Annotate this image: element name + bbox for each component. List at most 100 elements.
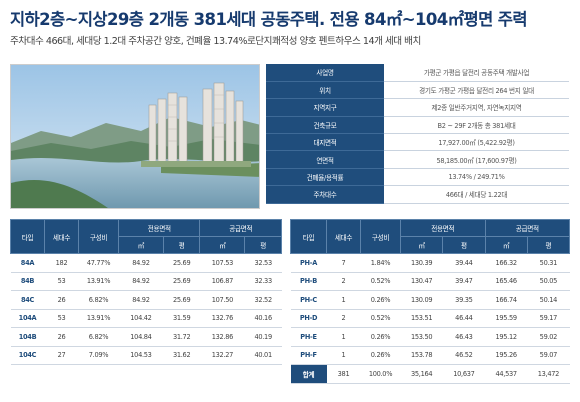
ratio-cell: 0.26% (360, 346, 401, 365)
type-cell: PH-B (290, 272, 327, 291)
header-pyeong: 평 (442, 236, 486, 254)
ratio-cell: 13.91% (78, 309, 119, 328)
info-key: 위치 (266, 81, 384, 100)
supply-m2-cell: 106.87 (199, 272, 245, 291)
header-pyeong: 평 (162, 236, 201, 254)
units-cell: 7 (326, 253, 361, 273)
type-cell: PH-F (290, 346, 327, 365)
units-cell: 53 (44, 309, 79, 328)
exclusive-m2-cell: 84.92 (118, 290, 164, 310)
exclusive-m2-cell: 130.09 (400, 290, 443, 310)
supply-m2-cell: 132.27 (199, 346, 245, 365)
exclusive-m2-cell: 130.39 (400, 253, 443, 273)
header-supply-area: 공급면적 (199, 219, 282, 237)
exclusive-pyeong-cell: 46.44 (442, 309, 485, 328)
info-row: 대지면적 17,927.00㎡ (5,422.92평) (266, 133, 569, 152)
ratio-cell: 7.09% (78, 346, 119, 365)
table-row: 84C 26 6.82% 84.92 25.69 107.50 32.52 (10, 290, 282, 310)
supply-pyeong-cell: 32.52 (244, 290, 282, 310)
exclusive-m2-cell: 84.92 (118, 253, 164, 273)
header-m2: ㎡ (399, 236, 444, 254)
supply-pyeong-cell: 40.19 (244, 327, 282, 347)
total-units-cell: 381 (326, 364, 361, 384)
unit-type-table-penthouse: 타입 세대수 구성비 전용면적 공급면적 ㎡ 평 ㎡ 평 PH-A 7 1.84% 1… (290, 219, 571, 384)
ratio-cell: 0.26% (360, 290, 401, 310)
info-key: 사업명 (266, 64, 384, 82)
units-cell: 26 (44, 327, 79, 347)
total-label: 합계 (290, 364, 327, 384)
info-key: 대지면적 (266, 133, 384, 152)
header-type: 타입 (290, 219, 327, 254)
type-cell: 84B (10, 272, 45, 291)
exclusive-pyeong-cell: 25.69 (163, 290, 200, 310)
exclusive-pyeong-cell: 39.47 (442, 272, 485, 291)
units-cell: 26 (44, 290, 79, 310)
header-m2: ㎡ (484, 236, 528, 254)
ratio-cell: 0.52% (360, 272, 401, 291)
ratio-cell: 1.84% (360, 253, 401, 273)
info-row: 연면적 58,185.00㎡ (17,600.97평) (266, 150, 569, 169)
type-cell: 104C (10, 346, 45, 365)
header-exclusive-area: 전용면적 (117, 219, 201, 237)
exclusive-m2-cell: 153.51 (400, 309, 443, 328)
info-row: 위치 경기도 가평군 가평읍 달전리 264 번지 일대 (266, 81, 569, 100)
info-value: 58,185.00㎡ (17,600.97평) (384, 150, 569, 169)
exclusive-m2-cell: 153.78 (400, 346, 443, 365)
table-row: 104C 27 7.09% 104.53 31.62 132.27 40.01 (10, 346, 282, 365)
header-pyeong: 평 (526, 236, 571, 254)
info-row: 사업명 가평군 가평읍 달전리 공동주택 개발사업 (266, 64, 569, 82)
units-cell: 2 (326, 309, 361, 328)
table-row: PH-E 1 0.26% 153.50 46.43 195.12 59.02 (290, 327, 570, 347)
supply-pyeong-cell: 32.53 (244, 253, 282, 273)
supply-m2-cell: 195.12 (485, 327, 528, 347)
table-row: PH-B 2 0.52% 130.47 39.47 165.46 50.05 (290, 272, 570, 291)
info-value: 제2종 일반주거지역, 자연녹지지역 (384, 98, 569, 117)
unit-type-table-standard: 타입 세대수 구성비 전용면적 공급면적 ㎡ 평 ㎡ 평 84A 182 47.77… (10, 219, 282, 365)
exclusive-m2-cell: 104.84 (118, 327, 164, 347)
exclusive-pyeong-cell: 31.72 (163, 327, 200, 347)
info-key: 지역지구 (266, 98, 384, 117)
total-ratio-cell: 100.0% (360, 364, 401, 384)
supply-pyeong-cell: 59.02 (527, 327, 570, 347)
units-cell: 27 (44, 346, 79, 365)
header-ratio: 구성비 (360, 219, 401, 254)
type-cell: 104A (10, 309, 45, 328)
units-cell: 1 (326, 327, 361, 347)
units-cell: 1 (326, 346, 361, 365)
table-row: PH-F 1 0.26% 153.78 46.52 195.26 59.07 (290, 346, 570, 365)
info-value: B2 ~ 29F 2개동 총 381세대 (384, 116, 569, 135)
total-exclusive-m2-cell: 35,164 (400, 364, 443, 384)
units-cell: 2 (326, 272, 361, 291)
info-row: 지역지구 제2종 일반주거지역, 자연녹지지역 (266, 98, 569, 117)
exclusive-m2-cell: 104.53 (118, 346, 164, 365)
supply-m2-cell: 165.46 (485, 272, 528, 291)
total-supply-pyeong-cell: 13,472 (527, 364, 570, 384)
header-units: 세대수 (44, 219, 79, 254)
total-supply-m2-cell: 44,537 (485, 364, 528, 384)
supply-pyeong-cell: 50.05 (527, 272, 570, 291)
header-ratio: 구성비 (78, 219, 119, 254)
ratio-cell: 0.26% (360, 327, 401, 347)
supply-pyeong-cell: 50.14 (527, 290, 570, 310)
project-info-table: 사업명 가평군 가평읍 달전리 공동주택 개발사업 위치 경기도 가평군 가평읍 달전… (266, 64, 569, 204)
type-cell: 84C (10, 290, 45, 310)
type-cell: PH-E (290, 327, 327, 347)
type-cell: 104B (10, 327, 45, 347)
ratio-cell: 6.82% (78, 327, 119, 347)
type-cell: 84A (10, 253, 45, 273)
supply-pyeong-cell: 50.31 (527, 253, 570, 273)
supply-pyeong-cell: 40.01 (244, 346, 282, 365)
header-supply-area: 공급면적 (484, 219, 570, 237)
supply-pyeong-cell: 59.07 (527, 346, 570, 365)
exclusive-pyeong-cell: 46.52 (442, 346, 485, 365)
header-m2: ㎡ (118, 236, 164, 254)
supply-m2-cell: 195.59 (485, 309, 528, 328)
ratio-cell: 0.52% (360, 309, 401, 328)
supply-m2-cell: 166.32 (485, 253, 528, 273)
page-subtitle: 주차대수 466대, 세대당 1.2대 주차공간 양호, 건폐율 13.74%로… (10, 36, 421, 47)
supply-m2-cell: 107.50 (199, 290, 245, 310)
supply-pyeong-cell: 40.16 (244, 309, 282, 328)
info-row: 건축규모 B2 ~ 29F 2개동 총 381세대 (266, 116, 569, 135)
info-key: 연면적 (266, 150, 384, 169)
project-rendering-image (10, 64, 260, 209)
